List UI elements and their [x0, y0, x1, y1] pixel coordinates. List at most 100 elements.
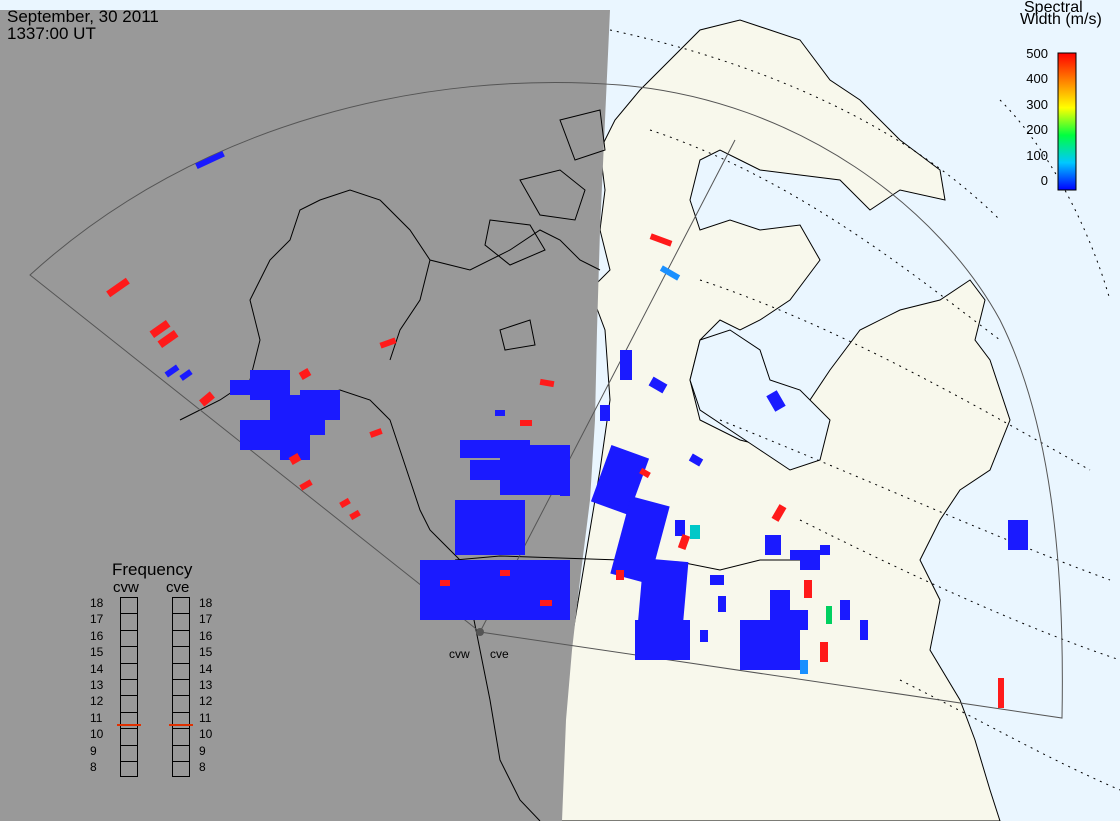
scatter-cell — [690, 525, 700, 539]
colorbar-tick-label: 200 — [1026, 122, 1048, 138]
fov-outline — [29, 81, 1063, 719]
scatter-cell — [688, 453, 704, 467]
scatter-cells — [106, 150, 1028, 708]
frequency-level-label: 16 — [90, 628, 104, 643]
frequency-level-label: 9 — [90, 743, 97, 758]
radar-label-cve: cve — [490, 647, 509, 661]
frequency-gridline — [172, 695, 190, 697]
frequency-level-label: 16 — [199, 628, 213, 643]
frequency-gridline — [120, 629, 138, 631]
frequency-gridline — [172, 679, 190, 680]
frequency-level-label: 18 — [199, 596, 213, 610]
frequency-level-label: 14 — [90, 661, 104, 676]
frequency-gridline — [172, 646, 190, 648]
frequency-gridline — [172, 761, 190, 762]
scatter-cell — [659, 265, 681, 281]
frequency-gridline — [120, 646, 138, 648]
scatter-cell — [790, 610, 808, 630]
scatter-cell — [379, 337, 397, 349]
frequency-gridline — [172, 711, 190, 713]
scatter-cell — [677, 534, 691, 550]
frequency-col-cve: cve — [166, 579, 190, 596]
scatter-cell — [620, 350, 632, 380]
frequency-level-label: 17 — [199, 612, 213, 627]
scatter-cell — [300, 390, 340, 420]
scatter-cell — [500, 445, 570, 495]
time-label: 1337:00 UT — [7, 24, 96, 43]
scatter-cell — [804, 580, 812, 598]
frequency-gridline — [120, 711, 138, 713]
scatter-cell — [149, 319, 171, 339]
scatter-cell — [106, 277, 130, 298]
scatter-cell — [298, 368, 312, 380]
colorbar-tick-label: 400 — [1026, 71, 1048, 87]
frequency-gridline — [120, 728, 138, 730]
radar-site-marker — [476, 628, 484, 636]
frequency-marker — [117, 724, 141, 727]
scatter-cell — [700, 630, 708, 642]
colorbar-tick-label: 300 — [1026, 96, 1048, 112]
scatter-cell — [540, 600, 552, 606]
frequency-gridline — [172, 744, 190, 746]
scatter-cell — [199, 391, 215, 407]
frequency-level-label: 13 — [90, 678, 104, 692]
scatter-cell — [288, 453, 302, 465]
scatter-cell — [1008, 520, 1028, 550]
scatter-cell — [616, 570, 624, 580]
scatter-cell — [440, 580, 450, 586]
date-label: September, 30 2011 — [7, 7, 159, 26]
frequency-col-cvw: cvw — [113, 579, 139, 596]
frequency-level-label: 12 — [199, 694, 213, 709]
colorbar-tick-label: 100 — [1026, 147, 1048, 163]
scatter-cell — [520, 420, 532, 426]
hudson-bay — [689, 329, 831, 471]
scatter-cell — [826, 606, 832, 624]
colorbar-title-line2: Width (m/s) — [1020, 11, 1102, 28]
scatter-cell — [800, 660, 808, 674]
frequency-gridline — [120, 761, 138, 762]
scatter-cell — [455, 500, 525, 555]
scatter-cell — [195, 150, 225, 170]
bc-coast — [299, 389, 541, 821]
scatter-cell — [339, 497, 351, 509]
radar-label-cvw: cvw — [449, 647, 470, 661]
frequency-level-label: 11 — [199, 710, 212, 725]
scatter-cell — [560, 490, 570, 496]
scatter-cell — [157, 329, 179, 349]
scatter-cell — [164, 364, 180, 378]
scatter-cell — [998, 678, 1004, 708]
frequency-level-label: 8 — [199, 760, 206, 774]
arctic-islands — [484, 109, 606, 351]
frequency-gridline — [120, 679, 138, 680]
scatter-cell — [860, 620, 868, 640]
scatter-cell — [649, 233, 673, 247]
scatter-cell — [648, 376, 668, 394]
frequency-level-label: 15 — [199, 645, 213, 660]
colorbar-gradient — [1057, 52, 1077, 191]
alaska-coast — [179, 189, 601, 421]
scatter-cell — [539, 378, 555, 388]
frequency-scale-box — [120, 597, 138, 778]
alaska-border — [389, 259, 431, 361]
scatter-cell — [369, 428, 383, 438]
scatter-cell — [766, 390, 786, 412]
frequency-marker — [169, 724, 193, 727]
frequency-level-label: 17 — [90, 612, 104, 627]
frequency-gridline — [120, 695, 138, 697]
scatter-cell — [420, 560, 570, 620]
frequency-level-label: 14 — [199, 661, 213, 676]
frequency-gridline — [172, 662, 190, 664]
scatter-cell — [600, 405, 610, 421]
frequency-level-label: 10 — [90, 727, 104, 742]
scatter-cell — [790, 550, 810, 560]
scatter-cell — [240, 420, 280, 450]
frequency-level-label: 13 — [199, 678, 213, 692]
scatter-cell — [500, 570, 510, 576]
frequency-title: Frequency — [112, 560, 193, 579]
scatter-cell — [179, 369, 193, 381]
scatter-cell — [495, 410, 505, 416]
scatter-cell — [349, 509, 361, 521]
scatter-cell — [771, 504, 787, 522]
